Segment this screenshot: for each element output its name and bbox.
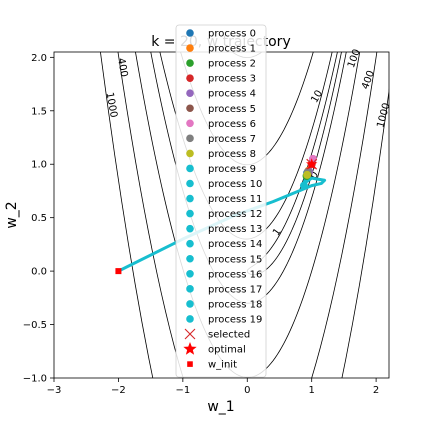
legend-label: process 13 — [208, 224, 262, 235]
legend-label: process 8 — [208, 149, 256, 160]
legend-box — [175, 24, 267, 378]
legend-label: process 1 — [208, 44, 256, 55]
legend-label: process 3 — [208, 74, 256, 85]
legend-marker — [186, 104, 194, 113]
legend-marker — [186, 254, 194, 263]
legend-marker — [186, 134, 194, 143]
legend-marker — [186, 149, 194, 158]
legend-label: process 4 — [208, 89, 256, 100]
legend-label: process 16 — [208, 269, 262, 280]
legend-label: process 2 — [208, 59, 256, 70]
legend-marker — [186, 209, 194, 218]
y-tick-label: −1.0 — [23, 374, 47, 385]
contour-label: 1 — [271, 227, 284, 239]
legend-label: process 10 — [208, 179, 262, 190]
legend-marker — [186, 224, 194, 233]
y-tick-label: 1.5 — [31, 106, 47, 117]
x-tick-label: −1 — [175, 385, 190, 396]
legend-marker — [187, 361, 193, 367]
w-init-marker — [115, 268, 122, 275]
x-axis-label: w_1 — [207, 399, 234, 415]
legend-label: process 15 — [208, 254, 262, 265]
legend-marker — [184, 328, 196, 340]
legend-label: process 6 — [208, 119, 256, 130]
legend-label: process 19 — [208, 314, 262, 325]
legend-marker — [186, 89, 194, 97]
contour-line-1 — [246, 52, 342, 276]
legend-marker — [186, 44, 194, 52]
markers — [115, 154, 318, 275]
legend: process 0 process 1 process 2 process 3 proc… — [175, 24, 267, 378]
contour-label: 0 — [308, 170, 321, 182]
legend-label: process 18 — [208, 299, 262, 310]
legend-label: process 14 — [208, 239, 262, 250]
legend-marker — [186, 74, 194, 82]
legend-marker — [186, 164, 194, 173]
legend-label: process 12 — [208, 209, 262, 220]
legend-label: process 0 — [208, 29, 256, 40]
legend-marker — [186, 239, 194, 248]
legend-label: process 11 — [208, 194, 262, 205]
legend-label: selected — [208, 330, 250, 341]
contour-label: 10 — [309, 88, 325, 105]
x-tick-label: −2 — [111, 385, 126, 396]
legend-marker — [186, 270, 194, 278]
x-axis-ticks: −3 −2 −1 0 1 2 — [47, 378, 379, 396]
contour-label: 1000 — [104, 92, 119, 119]
legend-marker — [186, 315, 194, 323]
legend-label: w_init — [208, 360, 237, 371]
optimal-marker — [305, 158, 318, 170]
contour-label: 400 — [115, 57, 129, 78]
legend-marker — [183, 342, 197, 355]
legend-marker — [186, 179, 194, 188]
legend-marker — [186, 285, 194, 293]
legend-label: process 7 — [208, 134, 256, 145]
legend-marker — [186, 119, 194, 128]
y-tick-label: 1.0 — [31, 160, 47, 171]
legend-marker — [186, 29, 194, 37]
x-tick-label: −3 — [47, 385, 62, 396]
legend-label: process 17 — [208, 284, 262, 295]
y-tick-label: −0.5 — [23, 320, 47, 331]
legend-marker — [186, 194, 194, 203]
y-tick-label: 0.0 — [31, 267, 47, 278]
y-tick-label: 2.0 — [31, 53, 47, 64]
y-axis-label: w_2 — [4, 201, 20, 228]
x-tick-label: 1 — [309, 385, 315, 396]
legend-marker — [186, 59, 194, 67]
process-point — [308, 154, 317, 163]
y-tick-label: 0.5 — [31, 213, 47, 224]
x-tick-label: 0 — [244, 385, 250, 396]
legend-marker — [186, 300, 194, 308]
legend-label: process 9 — [208, 164, 256, 175]
legend-label: process 5 — [208, 104, 256, 115]
x-tick-label: 2 — [373, 385, 379, 396]
process-point — [303, 170, 312, 179]
y-axis-ticks: −1.0 −0.5 0.0 0.5 1.0 1.5 2.0 — [23, 53, 54, 385]
legend-label: optimal — [208, 345, 246, 356]
process-point — [299, 181, 308, 190]
